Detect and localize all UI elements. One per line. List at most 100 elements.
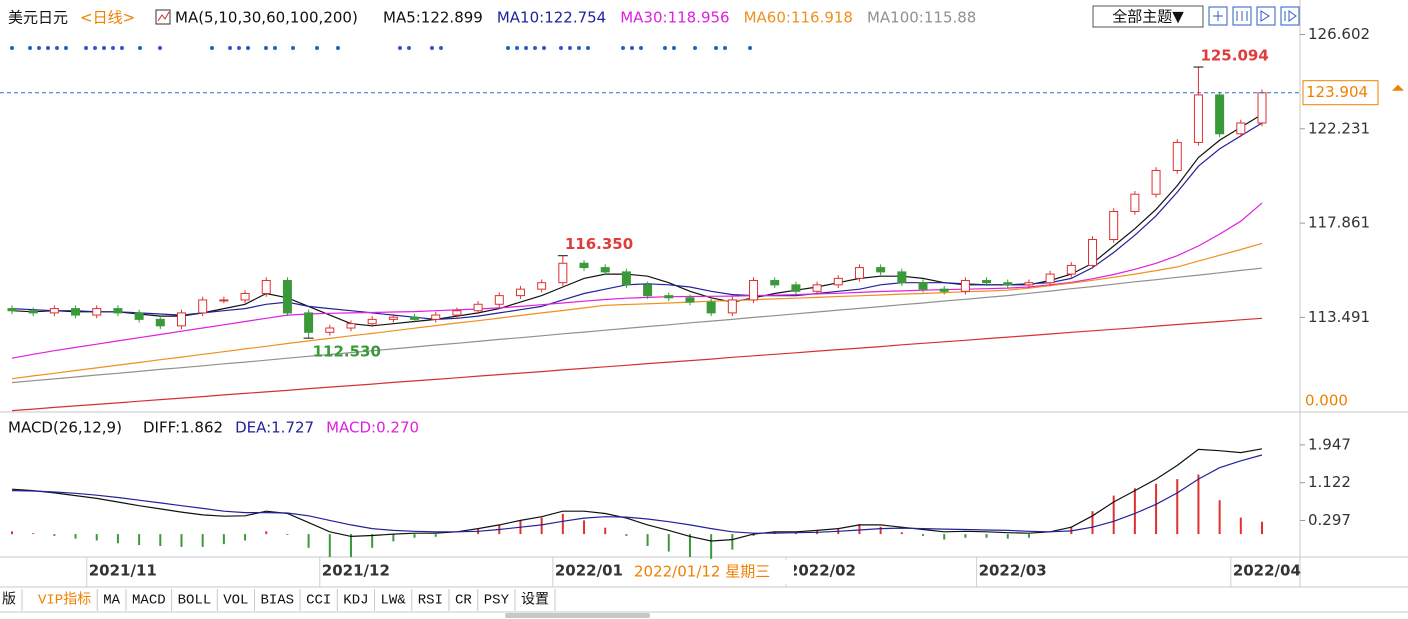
candle-body bbox=[558, 262, 568, 284]
signal-dot bbox=[439, 46, 443, 50]
candle-body bbox=[727, 299, 737, 314]
candle-body bbox=[770, 280, 780, 286]
candle-body bbox=[71, 308, 81, 316]
theme-button[interactable] bbox=[1092, 5, 1204, 28]
signal-dot bbox=[84, 46, 88, 50]
signal-dot bbox=[273, 46, 277, 50]
signal-dot bbox=[506, 46, 510, 50]
candle-body bbox=[537, 282, 547, 290]
toolbar-icon[interactable] bbox=[1208, 6, 1228, 26]
candle-body bbox=[1130, 193, 1140, 212]
candle-body bbox=[1003, 282, 1013, 286]
candle-body bbox=[1109, 210, 1119, 241]
indicator-title: MA(5,10,30,60,100,200) bbox=[175, 9, 358, 27]
tab[interactable]: CCI bbox=[306, 593, 331, 609]
candle-body bbox=[452, 310, 462, 316]
toolbar-icon[interactable] bbox=[1280, 6, 1300, 26]
signal-dot bbox=[246, 46, 250, 50]
y-tick-label: 1.122 bbox=[1308, 473, 1351, 491]
tab[interactable]: KDJ bbox=[343, 593, 368, 609]
candle-body bbox=[113, 308, 123, 314]
x-tick-label: 2022/02 bbox=[788, 562, 856, 580]
signal-dot bbox=[630, 46, 634, 50]
candle-body bbox=[28, 310, 38, 314]
candle-body bbox=[431, 314, 441, 320]
toolbar-icons[interactable] bbox=[1208, 6, 1300, 26]
ma-line bbox=[11, 202, 1263, 359]
y-tick-label: 117.861 bbox=[1308, 214, 1370, 232]
legend-entry: MA60:116.918 bbox=[744, 9, 853, 27]
tab[interactable]: MA bbox=[103, 593, 120, 609]
signal-dot bbox=[398, 46, 402, 50]
candle-body bbox=[240, 292, 250, 301]
signal-dot bbox=[10, 46, 14, 50]
crosshair-label: 2022/01/12 星期三 bbox=[634, 563, 770, 581]
macd-line bbox=[11, 454, 1263, 534]
toolbar-icon[interactable] bbox=[1232, 6, 1252, 26]
tab[interactable]: CR bbox=[455, 593, 472, 609]
signal-dot bbox=[639, 46, 643, 50]
ma-line bbox=[11, 317, 1263, 412]
candle-body bbox=[515, 288, 525, 297]
candle-body bbox=[473, 303, 483, 312]
signal-dot bbox=[336, 46, 340, 50]
x-tick-label: 2022/03 bbox=[979, 562, 1047, 580]
signal-dot bbox=[533, 46, 537, 50]
signal-dot bbox=[693, 46, 697, 50]
high-label: 116.350 bbox=[565, 235, 633, 253]
x-tick-label: 2021/11 bbox=[89, 562, 157, 580]
tab[interactable]: LW& bbox=[381, 593, 407, 609]
signal-dot bbox=[64, 46, 68, 50]
candle-body bbox=[92, 308, 102, 316]
high-label: 125.094 bbox=[1200, 47, 1268, 65]
tab[interactable]: MACD bbox=[132, 593, 166, 609]
legend-entry: MA5:122.899 bbox=[383, 9, 483, 27]
tab[interactable]: RSI bbox=[418, 593, 443, 609]
candle-body bbox=[198, 299, 208, 314]
signal-dot bbox=[237, 46, 241, 50]
plot: 126.602 122.231 117.861 113.491 0.000 125.094… bbox=[0, 9, 1404, 587]
candle-body bbox=[388, 316, 398, 320]
signal-dot bbox=[55, 46, 59, 50]
candle-body bbox=[960, 280, 970, 292]
crosshair-box bbox=[632, 560, 794, 584]
candle-body bbox=[600, 267, 610, 273]
macd-title: MACD(26,12,9) bbox=[8, 419, 122, 437]
tab[interactable]: BOLL bbox=[178, 593, 212, 609]
signal-dot bbox=[111, 46, 115, 50]
candle-body bbox=[685, 297, 695, 303]
indicator-icon bbox=[155, 9, 171, 25]
signal-dot bbox=[120, 46, 124, 50]
toolbar-icon[interactable] bbox=[1256, 6, 1276, 26]
period[interactable]: <日线> bbox=[80, 9, 135, 27]
candle-body bbox=[854, 267, 864, 279]
candle-body bbox=[918, 282, 928, 290]
candle-body bbox=[1257, 92, 1267, 124]
last-price-tag bbox=[1302, 80, 1379, 106]
tab[interactable]: BIAS bbox=[260, 593, 294, 609]
tab[interactable]: VIP指标 bbox=[38, 592, 91, 609]
legend-entry: DIFF:1.862 bbox=[143, 419, 223, 437]
tab[interactable]: PSY bbox=[484, 593, 510, 609]
candle-body bbox=[1193, 94, 1203, 143]
candle-body bbox=[664, 295, 674, 299]
tab[interactable]: 设置 bbox=[521, 592, 549, 609]
candle-body bbox=[367, 318, 377, 325]
candle-body bbox=[49, 308, 59, 314]
signal-dot bbox=[621, 46, 625, 50]
legend-entry: MA10:122.754 bbox=[497, 9, 606, 27]
candle-body bbox=[791, 284, 801, 292]
signal-dot bbox=[430, 46, 434, 50]
candle-body bbox=[282, 280, 292, 314]
signal-dot bbox=[28, 46, 32, 50]
tab[interactable]: VOL bbox=[223, 593, 248, 609]
tab[interactable]: 版 bbox=[2, 592, 16, 609]
candle-body bbox=[134, 312, 144, 320]
macd-line bbox=[11, 448, 1263, 542]
scrollbar bbox=[505, 613, 650, 618]
theme-button-label[interactable]: 全部主题▼ bbox=[1112, 8, 1184, 26]
signal-dot bbox=[46, 46, 50, 50]
candle-body bbox=[579, 262, 589, 269]
signal-dot bbox=[291, 46, 295, 50]
